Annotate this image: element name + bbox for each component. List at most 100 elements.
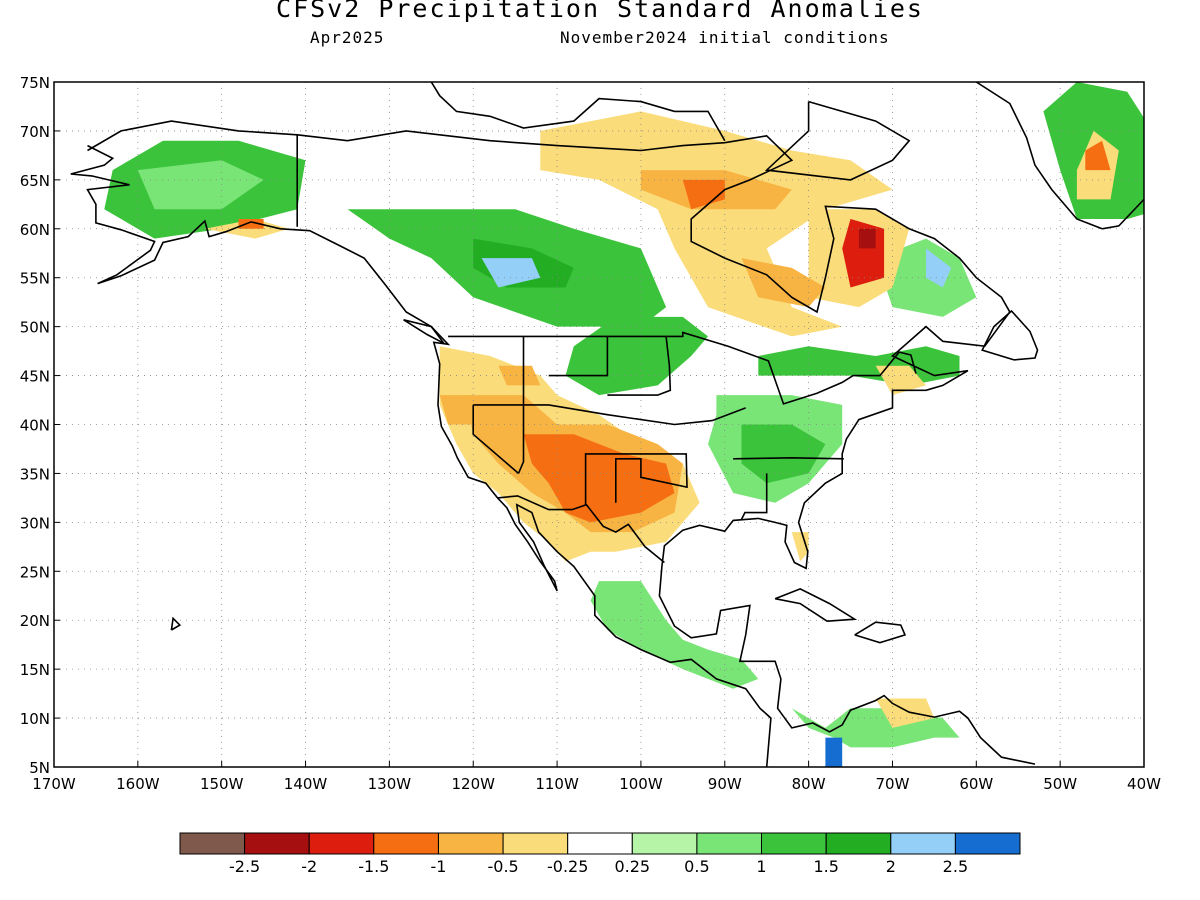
lat-tick-label: 35N [20,465,50,483]
valid-month: Apr2025 [310,28,385,47]
coastlines [70,82,1144,767]
coastline-segment [584,453,688,505]
lat-tick-label: 70N [20,123,50,141]
coastline-segment [548,336,609,377]
colorbar-label: 1 [756,857,766,876]
lat-tick-label: 30N [20,514,50,532]
anomaly-region-11 [590,581,759,689]
colorbar-label: -0.5 [487,857,518,876]
colorbar-swatch [567,832,633,855]
anomaly-region-4 [481,258,541,288]
coastline-segment [854,621,907,644]
anomaly-regions [104,82,1144,767]
anomaly-region-31 [498,365,541,386]
lat-tick-label: 50N [20,319,50,337]
colorbar-label: -1.5 [358,857,389,876]
colorbar-swatch [825,832,892,855]
lat-tick-label: 60N [20,221,50,239]
coastline-segment [733,456,844,460]
coastline-segment [1101,197,1144,230]
coastline-segment [87,120,1036,765]
colorbar-swatch [308,832,375,855]
colorbar-swatch [696,832,763,855]
colorbar-swatch [761,832,827,855]
lat-tick-label: 65N [20,172,50,190]
anomaly-region-24 [858,228,876,249]
colorbar-label: -1 [431,857,447,876]
initial-conditions: November2024 initial conditions [560,28,890,47]
coastline-segment [448,331,917,405]
colorbar-label: -2 [301,857,317,876]
anomaly-region-9 [875,238,977,317]
lon-tick-label: 70W [876,775,910,793]
map-title: CFSv2 Precipitation Standard Anomalies [276,0,924,23]
anomaly-region-33 [875,698,935,728]
coastline-segment [497,495,665,564]
colorbar-label: -0.25 [547,857,588,876]
latitude-axis: 5N 10N 15N 20N 25N 30N 35N 40N 45N 50N 55N 60N 65N 70… [20,74,60,777]
coastline-segment [764,100,911,181]
lat-tick-label: 15N [20,661,50,679]
colorbar-swatch [373,832,439,855]
lon-tick-label: 150W [200,775,244,793]
colorbar-swatch [954,832,1021,855]
anomaly-region-1 [137,160,264,210]
anomaly-region-17 [523,434,675,523]
anomaly-region-7 [741,424,826,484]
colorbar-swatch [631,832,698,855]
coastline-segment [740,473,768,520]
lat-tick-label: 25N [20,563,50,581]
colorbar-label: 1.5 [813,857,838,876]
lat-tick-label: 75N [20,74,50,92]
coastline-segment [170,616,182,631]
lat-tick-label: 5N [29,759,50,777]
lat-tick-label: 55N [20,270,50,288]
lon-tick-label: 130W [368,775,412,793]
coastline-segment [473,404,746,426]
colorbar-label: 0.5 [684,857,709,876]
colorbar-label: 2 [886,857,896,876]
anomaly-region-32 [875,365,926,396]
anomaly-region-27 [1085,140,1111,171]
colorbar-swatch [244,832,310,855]
coastline-segment [981,309,1039,361]
lat-tick-label: 45N [20,368,50,386]
lon-tick-label: 140W [284,775,328,793]
colorbar-label: -2.5 [229,857,260,876]
lon-tick-label: 40W [1127,775,1161,793]
lat-tick-label: 20N [20,612,50,630]
anomaly-region-19 [540,111,893,337]
coastline-segment [607,336,672,396]
colorbar-swatch [179,832,246,855]
colorbar-swatch [438,832,504,855]
lon-tick-label: 120W [451,775,495,793]
coastline-segment [517,336,525,474]
colorbar-label: 0.25 [614,857,650,876]
anomaly-region-25 [741,258,826,308]
lon-tick-label: 80W [792,775,826,793]
colorbar-label: 2.5 [943,857,968,876]
anomaly-region-29 [238,219,264,229]
lon-tick-label: 90W [708,775,742,793]
coastline-segment [403,319,445,345]
lon-tick-label: 170W [32,775,76,793]
colorbar-swatch [890,832,956,855]
lat-tick-label: 10N [20,710,50,728]
coastline-segment [70,144,772,767]
lat-tick-label: 40N [20,417,50,435]
anomaly-region-18 [439,395,474,425]
coastline-segment [430,82,726,142]
anomaly-region-21 [682,179,725,210]
coastline-segment [472,404,520,475]
lon-tick-label: 50W [1043,775,1077,793]
colorbar-legend: -2.5 -2 -1.5 -1 -0.5 -0.25 0.25 0.5 1 1.5 2 2.5 [179,832,1021,876]
anomaly-region-12 [775,688,960,748]
lon-tick-label: 110W [535,775,579,793]
colorbar-swatch [502,832,569,855]
longitude-axis: 170W 160W 150W 140W 130W 120W 110W 100W 90W 80W 70… [32,761,1161,793]
anomaly-region-10 [926,248,952,288]
coastline-segment [774,588,858,623]
lon-tick-label: 60W [959,775,993,793]
lon-tick-label: 160W [116,775,160,793]
